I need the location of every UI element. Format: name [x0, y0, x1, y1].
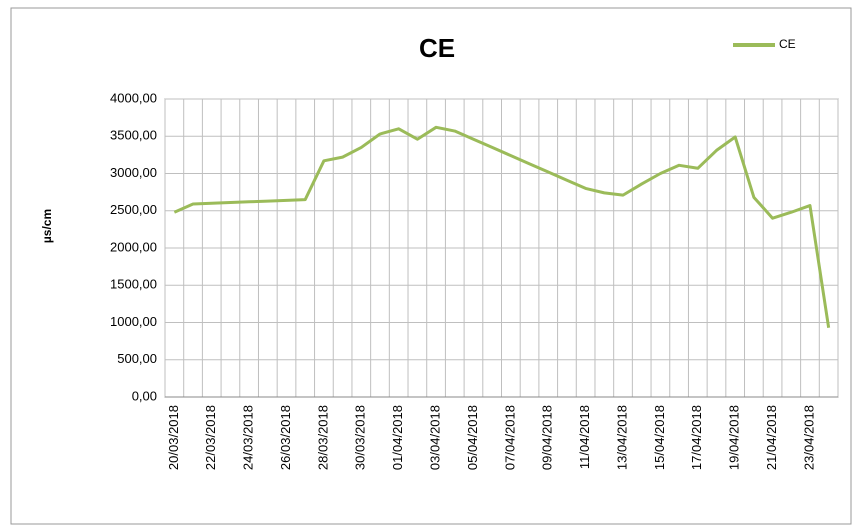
x-tick-label: 23/04/2018	[801, 405, 816, 470]
data-line	[173, 125, 831, 328]
x-tick-label: 24/03/2018	[241, 405, 256, 470]
y-axis-label: µs/cm	[40, 209, 54, 243]
y-tick-label: 500,00	[117, 351, 157, 366]
x-tick-label: 13/04/2018	[614, 405, 629, 470]
x-tick-label: 11/04/2018	[577, 405, 592, 469]
y-tick-label: 3000,00	[110, 165, 157, 180]
chart-title: CE	[419, 33, 455, 63]
x-tick-label: 09/04/2018	[540, 405, 555, 470]
x-tick-label: 05/04/2018	[465, 405, 480, 470]
x-tick-label: 20/03/2018	[166, 405, 181, 470]
y-tick-label: 1000,00	[110, 314, 157, 329]
x-tick-label: 01/04/2018	[390, 405, 405, 470]
x-tick-label: 03/04/2018	[428, 405, 443, 470]
y-tick-label: 2000,00	[110, 239, 157, 254]
x-tick-label: 07/04/2018	[502, 405, 517, 470]
x-tick-label: 17/04/2018	[689, 405, 704, 470]
y-tick-label: 2500,00	[110, 202, 157, 217]
y-tick-label: 0,00	[132, 388, 157, 403]
y-tick-label: 3500,00	[110, 128, 157, 143]
x-tick-label: 19/04/2018	[727, 405, 742, 470]
x-tick-label: 30/03/2018	[353, 405, 368, 470]
x-tick-label: 21/04/2018	[764, 405, 779, 470]
y-tick-label: 4000,00	[110, 90, 157, 105]
x-tick-label: 15/04/2018	[652, 405, 667, 470]
legend-label: CE	[779, 37, 796, 51]
x-tick-label: 26/03/2018	[278, 405, 293, 470]
y-tick-label: 1500,00	[110, 277, 157, 292]
x-tick-label: 22/03/2018	[203, 405, 218, 470]
x-tick-label: 28/03/2018	[315, 405, 330, 470]
